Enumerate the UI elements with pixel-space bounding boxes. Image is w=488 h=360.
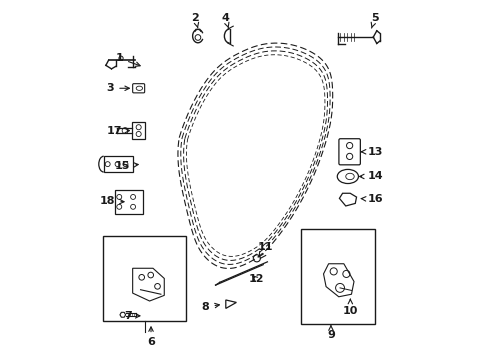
Text: 16: 16 [361,194,382,204]
Text: 18: 18 [100,196,124,206]
Text: 15: 15 [115,161,138,171]
Bar [115,190,142,214]
Bar [132,122,145,139]
Text: 12: 12 [248,274,264,284]
Text: 9: 9 [326,325,334,340]
Text: 10: 10 [342,299,357,315]
Bar [300,229,374,324]
Text: 8: 8 [202,302,219,312]
Text: 7: 7 [124,311,140,321]
Text: 2: 2 [191,13,199,28]
Bar [103,156,133,172]
Text: 13: 13 [361,147,382,157]
Bar [103,237,186,321]
Text: 14: 14 [359,171,382,181]
Text: 11: 11 [257,242,272,257]
Text: 1: 1 [115,53,140,66]
Text: 17: 17 [106,126,129,136]
Text: 4: 4 [221,13,228,28]
Text: 3: 3 [106,83,129,93]
Text: 5: 5 [370,13,378,28]
Text: 6: 6 [147,327,155,347]
